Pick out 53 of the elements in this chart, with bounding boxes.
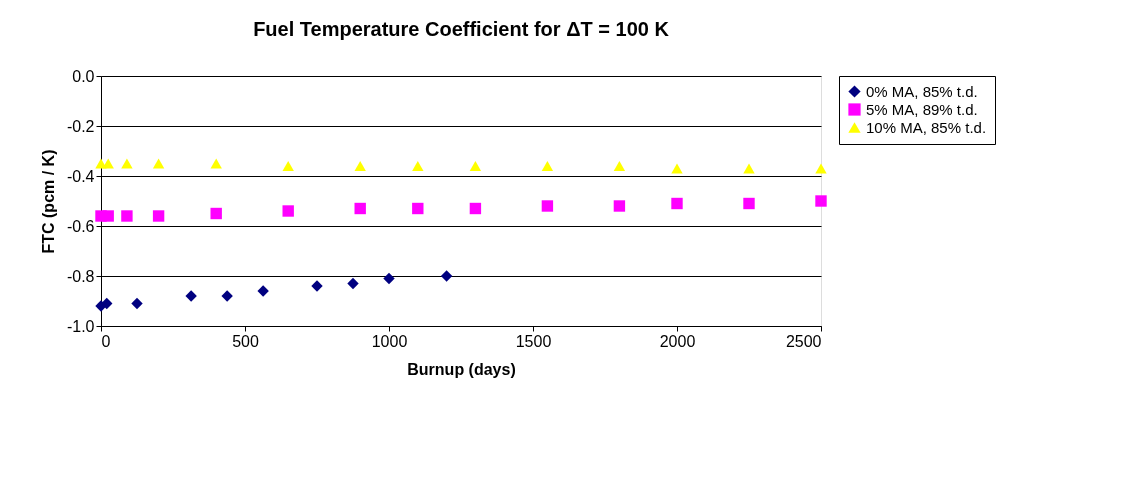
x-tick-label: 1500 (515, 332, 552, 350)
point (440, 270, 453, 282)
y-tick-label: -0.8 (66, 267, 95, 285)
point (743, 163, 755, 174)
point (347, 277, 359, 290)
point (210, 207, 222, 220)
x-tick-label: 2500 (785, 332, 822, 350)
point (815, 195, 827, 207)
point (282, 205, 294, 217)
legend-label: 10% MA, 85% t.d. (866, 118, 987, 136)
y-tick-label: -0.6 (66, 217, 95, 235)
point (102, 210, 114, 222)
legend-label: 5% MA, 89% t.d. (866, 100, 978, 118)
legend-label: 0% MA, 85% t.d. (866, 82, 978, 100)
point (221, 290, 233, 302)
point (257, 285, 269, 297)
point (282, 161, 294, 171)
y-axis-title: FTC (pcm / K) (39, 149, 57, 254)
y-tick-label: -1.0 (66, 317, 95, 335)
point (469, 202, 482, 215)
point (101, 297, 113, 310)
x-tick-label: 500 (232, 332, 259, 350)
point (541, 161, 554, 171)
point (541, 200, 554, 212)
x-tick-label: 2000 (659, 332, 696, 350)
point (613, 200, 626, 212)
point (815, 163, 827, 174)
x-tick-label: 1000 (371, 332, 408, 350)
point (383, 272, 395, 285)
point (743, 197, 755, 210)
y-tick-label: 0.0 (72, 67, 95, 85)
point (412, 202, 424, 215)
point (131, 297, 143, 310)
point (210, 158, 222, 169)
point (671, 163, 683, 174)
point (469, 161, 482, 171)
point (613, 161, 626, 171)
point (412, 161, 424, 171)
x-tick-label: 0 (101, 332, 111, 350)
point (185, 290, 197, 302)
y-tick-label: -0.2 (66, 117, 95, 135)
point (152, 210, 165, 222)
chart-title: Fuel Temperature Coefficient for ΔT = 100 K (253, 18, 670, 40)
point (121, 210, 133, 222)
point (354, 161, 366, 171)
x-axis-title: Burnup (days) (407, 360, 516, 378)
point (671, 197, 683, 210)
point (354, 202, 366, 215)
point (102, 158, 114, 169)
point (121, 158, 133, 169)
point (311, 280, 323, 292)
point (152, 158, 165, 169)
y-tick-label: -0.4 (66, 167, 95, 185)
